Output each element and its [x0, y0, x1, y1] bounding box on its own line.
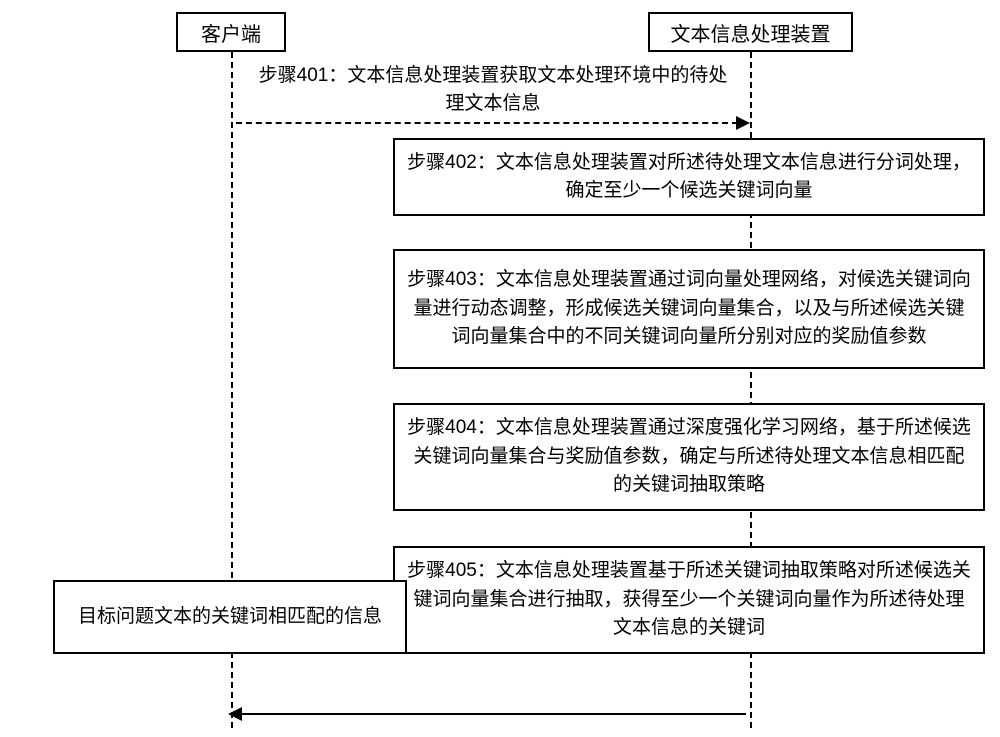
step402-text: 步骤402：文本信息处理装置对所述待处理文本信息进行分词处理，确定至少一个候选关… — [407, 149, 971, 206]
client-result-text: 目标问题文本的关键词相匹配的信息 — [78, 603, 382, 632]
step402-box: 步骤402：文本信息处理装置对所述待处理文本信息进行分词处理，确定至少一个候选关… — [393, 138, 985, 216]
step401-label: 步骤401：文本信息处理装置获取文本处理环境中的待处 理文本信息 — [246, 62, 740, 117]
return-arrow-head — [228, 707, 242, 721]
step403-text: 步骤403：文本信息处理装置通过词向量处理网络，对候选关键词向量进行动态调整，形… — [407, 266, 971, 352]
step401-label-line2: 理文本信息 — [445, 93, 540, 114]
step404-box: 步骤404：文本信息处理装置通过深度强化学习网络，基于所述候选关键词向量集合与奖… — [393, 403, 985, 511]
step405-text: 步骤405：文本信息处理装置基于所述关键词抽取策略对所述候选关键词向量集合进行抽… — [407, 557, 971, 643]
step405-box: 步骤405：文本信息处理装置基于所述关键词抽取策略对所述候选关键词向量集合进行抽… — [393, 546, 985, 654]
step403-box: 步骤403：文本信息处理装置通过词向量处理网络，对候选关键词向量进行动态调整，形… — [393, 249, 985, 369]
step401-arrow — [236, 122, 738, 124]
sequence-diagram: 客户端 文本信息处理装置 步骤401：文本信息处理装置获取文本处理环境中的待处 … — [0, 0, 1000, 737]
client-result-box: 目标问题文本的关键词相匹配的信息 — [53, 580, 407, 654]
participant-client: 客户端 — [176, 12, 286, 52]
participant-client-label: 客户端 — [201, 18, 261, 47]
return-arrow — [240, 713, 746, 715]
step401-label-line1: 步骤401：文本信息处理装置获取文本处理环境中的待处 — [259, 65, 728, 86]
step404-text: 步骤404：文本信息处理装置通过深度强化学习网络，基于所述候选关键词向量集合与奖… — [407, 414, 971, 500]
participant-device-label: 文本信息处理装置 — [671, 18, 831, 47]
participant-device: 文本信息处理装置 — [648, 12, 853, 52]
step401-arrow-head — [736, 116, 750, 130]
